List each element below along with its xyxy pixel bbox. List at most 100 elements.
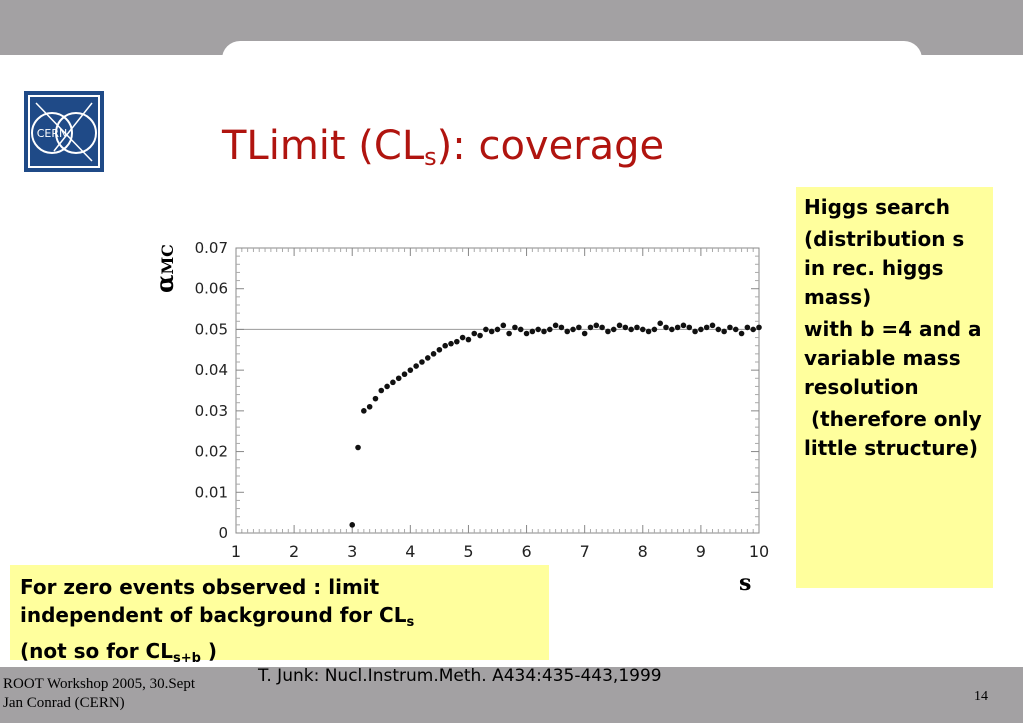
data-point: [349, 522, 356, 528]
data-point: [361, 408, 367, 414]
higgs-search-note: Higgs search (distribution s in rec. hig…: [796, 187, 993, 588]
y-tick-label: 0.03: [195, 402, 228, 420]
data-point: [657, 320, 664, 327]
x-tick-label: 7: [580, 542, 590, 561]
data-point: [622, 324, 629, 331]
x-tick-label: 2: [289, 542, 299, 561]
data-point: [552, 322, 559, 329]
data-point: [570, 326, 576, 333]
data-point: [645, 328, 652, 335]
x-tick-label: 8: [638, 542, 648, 561]
data-point: [512, 324, 518, 331]
x-tick-label: 3: [347, 542, 357, 561]
data-point: [494, 326, 501, 333]
data-point: [454, 338, 460, 345]
data-point: [407, 367, 414, 373]
data-point: [610, 326, 617, 333]
data-point: [401, 371, 408, 378]
data-point: [547, 326, 553, 333]
x-tick-label: 1: [231, 542, 241, 561]
higgs-note-line: (distribution s in rec. higgs mass): [804, 227, 965, 309]
zero-events-note: For zero events observed : limit indepen…: [10, 565, 549, 666]
data-point: [587, 324, 594, 331]
y-tick-label: 0.07: [195, 239, 228, 257]
data-point: [535, 326, 541, 333]
higgs-note-line: with b =4 and a variable mass resolution: [804, 317, 982, 399]
plot-frame: [235, 247, 760, 534]
data-point: [593, 322, 600, 329]
higgs-note-line: Higgs search: [804, 195, 951, 219]
y-tick-label: 0.06: [195, 280, 228, 298]
data-point: [355, 444, 361, 451]
data-point: [488, 328, 495, 335]
data-point: [651, 326, 658, 333]
data-point: [517, 326, 524, 333]
page-number: 14: [974, 689, 988, 704]
x-tick-label: 6: [521, 542, 531, 561]
data-point: [424, 355, 431, 361]
data-point: [686, 324, 693, 331]
data-point: [471, 330, 478, 337]
data-point: [506, 330, 512, 337]
data-point: [483, 326, 489, 333]
y-tick-label: 0: [218, 524, 228, 542]
data-point: [366, 403, 373, 410]
coverage-chart: 1 2 3 4 5 6 7 8 9 10 0 0.01 0.02 0.03 0.04 0.05 0.06 0.07: [195, 239, 770, 561]
data-point: [564, 328, 571, 335]
data-point: [639, 326, 646, 333]
data-point: [628, 326, 634, 333]
data-point: [605, 328, 611, 335]
data-point: [378, 387, 385, 394]
data-point: [674, 324, 681, 331]
data-point: [465, 336, 472, 343]
data-point: [448, 340, 454, 347]
data-point: [738, 330, 745, 337]
slide-title: TLimit (CLs): coverage: [222, 123, 665, 171]
data-point: [558, 324, 565, 331]
data-point: [703, 324, 710, 331]
data-point: [390, 379, 396, 386]
cern-logo: CERN: [24, 91, 104, 172]
data-point: [744, 324, 751, 331]
data-point: [680, 322, 687, 329]
data-point: [709, 322, 716, 329]
reference-citation: T. Junk: Nucl.Instrum.Meth. A434:435-443…: [258, 666, 662, 686]
data-point: [732, 326, 739, 333]
data-point: [436, 346, 443, 353]
data-point: [581, 330, 588, 337]
y-tick-label: 0.04: [195, 361, 228, 379]
data-point: [692, 328, 698, 335]
y-tick-label: 0.02: [195, 443, 228, 461]
data-point: [698, 326, 704, 333]
data-point: [634, 324, 640, 331]
footer-band: [0, 667, 1023, 723]
data-point: [750, 326, 756, 333]
data-point: [721, 328, 727, 335]
zero-note-line: (not so for CLs+b ): [20, 639, 217, 666]
data-point: [413, 363, 419, 369]
footer-text: ROOT Workshop 2005, 30.Sept Jan Conrad (…: [3, 675, 195, 713]
data-point: [663, 324, 669, 331]
cern-logo-text: CERN: [37, 127, 68, 140]
data-point: [599, 324, 605, 331]
data-point: [756, 324, 762, 331]
footer-author: Jan Conrad (CERN): [3, 695, 125, 711]
data-point: [541, 328, 547, 335]
y-tick-label: 0.01: [195, 483, 228, 501]
x-axis-label: s: [739, 570, 752, 596]
x-tick-label: 10: [749, 542, 769, 561]
data-point: [384, 383, 390, 390]
footer-event: ROOT Workshop 2005, 30.Sept: [3, 676, 195, 692]
zero-note-line: independent of background for CLs: [20, 603, 415, 630]
higgs-note-line: (therefore only little structure): [804, 407, 989, 460]
data-point: [477, 332, 483, 339]
x-tick-label: 9: [696, 542, 706, 561]
data-point: [727, 324, 733, 331]
content-panel-top: [222, 41, 922, 71]
data-point: [395, 375, 402, 382]
data-point: [430, 351, 437, 357]
data-point: [500, 322, 507, 329]
data-point: [459, 334, 466, 341]
data-point: [523, 330, 530, 337]
